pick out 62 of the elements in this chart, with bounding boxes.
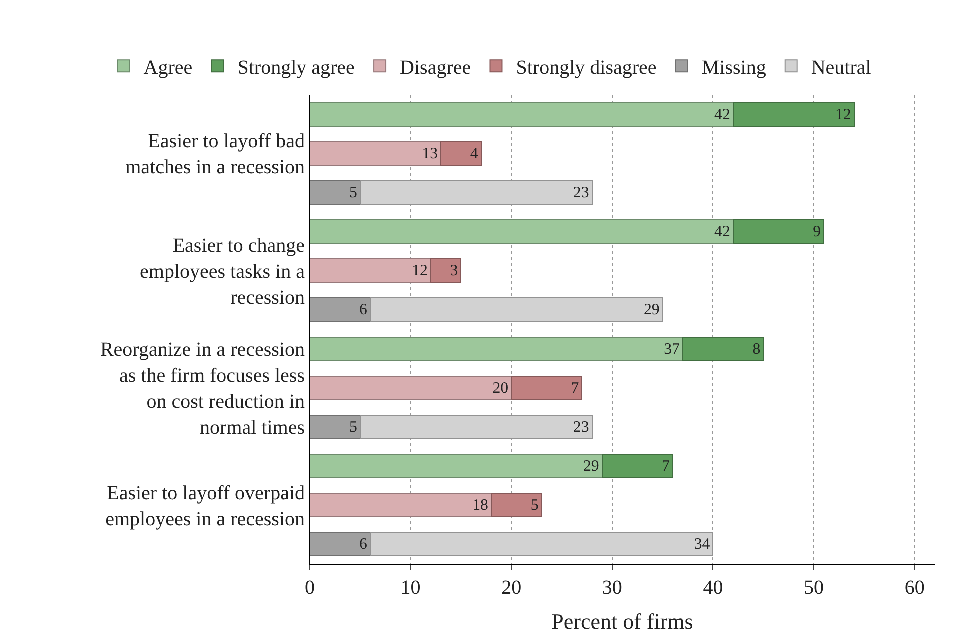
data-label: 5 xyxy=(349,418,358,436)
bar xyxy=(602,454,674,479)
data-label: 12 xyxy=(412,262,428,280)
data-label: 37 xyxy=(664,340,680,358)
data-label: 42 xyxy=(714,224,730,241)
data-label: 9 xyxy=(813,224,822,241)
data-label: 13 xyxy=(422,145,438,162)
y-tick-label: Reorganize in a recession as the firm focuses less on cost reduction in normal times xyxy=(100,339,306,440)
bar xyxy=(511,376,583,400)
x-tick-label: 30 xyxy=(602,577,622,599)
x-tick-label: 40 xyxy=(703,577,724,599)
data-label: 7 xyxy=(571,380,580,397)
data-label: 12 xyxy=(835,106,852,124)
legend-label: Strongly disagree xyxy=(516,56,657,79)
bar xyxy=(310,141,442,166)
bar xyxy=(310,258,432,284)
bar xyxy=(310,493,492,518)
data-label: 3 xyxy=(450,262,458,280)
legend-label: Agree xyxy=(144,56,193,79)
legend-label: Missing xyxy=(702,56,766,79)
bar xyxy=(430,258,462,284)
bar xyxy=(440,141,482,166)
data-label: 8 xyxy=(752,340,761,358)
x-tick-label: 0 xyxy=(305,577,315,599)
bar xyxy=(310,454,603,479)
bar xyxy=(310,298,371,322)
data-label: 29 xyxy=(644,302,660,319)
bar xyxy=(310,180,361,205)
x-tick-label: 50 xyxy=(804,577,824,599)
x-tick-label: 10 xyxy=(400,577,421,599)
data-label: 4 xyxy=(470,145,478,162)
bar xyxy=(310,532,371,557)
data-label: 23 xyxy=(573,184,590,202)
bar xyxy=(310,414,361,440)
data-label: 23 xyxy=(573,418,590,436)
bar xyxy=(682,336,764,362)
data-label: 20 xyxy=(492,380,509,397)
bar xyxy=(310,336,684,362)
data-label: 5 xyxy=(349,184,358,202)
y-tick-label: Easier to change employees tasks in a recession xyxy=(140,234,306,309)
data-label: 5 xyxy=(530,497,539,514)
bar xyxy=(732,102,855,127)
bar xyxy=(310,376,512,400)
data-label: 18 xyxy=(472,497,489,514)
data-label: 6 xyxy=(360,302,368,319)
x-tick-label: 20 xyxy=(502,577,522,599)
y-tick-label: Easier to layoff bad matches in a recession xyxy=(126,130,305,179)
legend-label: Neutral xyxy=(811,56,872,79)
data-label: 42 xyxy=(714,106,730,124)
y-tick-label: Easier to layoff overpaid employees in a recession xyxy=(106,482,305,530)
legend-label: Strongly agree xyxy=(238,56,356,79)
legend-label: Disagree xyxy=(400,56,472,79)
bar xyxy=(310,220,734,244)
bar xyxy=(732,220,825,244)
x-tick-label: 60 xyxy=(904,577,925,599)
x-axis-title: Percent of firms xyxy=(552,608,694,634)
data-label: 6 xyxy=(360,536,368,554)
bar xyxy=(490,493,542,518)
data-label: 34 xyxy=(694,536,710,554)
data-label: 29 xyxy=(583,458,600,476)
data-label: 7 xyxy=(662,458,670,476)
bar xyxy=(310,102,734,127)
